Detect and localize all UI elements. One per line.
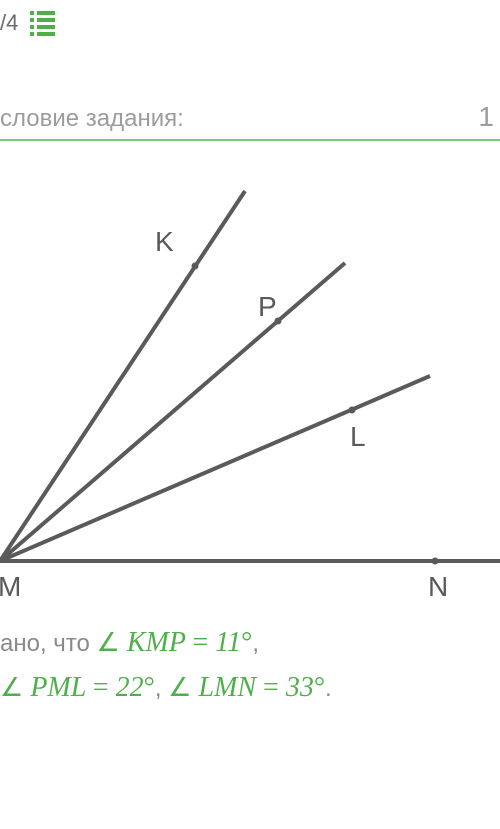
page-fraction: /4 [0,10,18,36]
label-k: K [155,226,174,257]
label-p: P [258,291,277,322]
angle-lmn: ∠ LMN = 33° [168,675,325,702]
angle-pml: ∠ PML = 22° [0,675,155,702]
ray-p [0,263,345,561]
given-prefix: ано, что [0,630,90,657]
point-k [192,263,199,270]
point-l [349,407,356,414]
ray-k [0,191,245,561]
label-n: N [428,571,448,601]
divider [0,139,500,141]
angle-kmp: ∠ KMP = 11° [97,630,253,657]
list-icon[interactable] [30,11,55,36]
ray-l [0,376,430,561]
section-header: словие задания: 1 [0,101,500,133]
section-title: словие задания: [0,105,184,133]
point-n [432,558,439,565]
label-l: L [350,421,366,452]
top-bar: /4 [0,0,500,46]
section-number: 1 [478,101,494,133]
label-m: M [0,571,21,601]
given-text: ано, что ∠ KMP = 11°, ∠ PML = 22°, ∠ LMN… [0,621,500,711]
angle-diagram: K P L N M [0,171,500,601]
